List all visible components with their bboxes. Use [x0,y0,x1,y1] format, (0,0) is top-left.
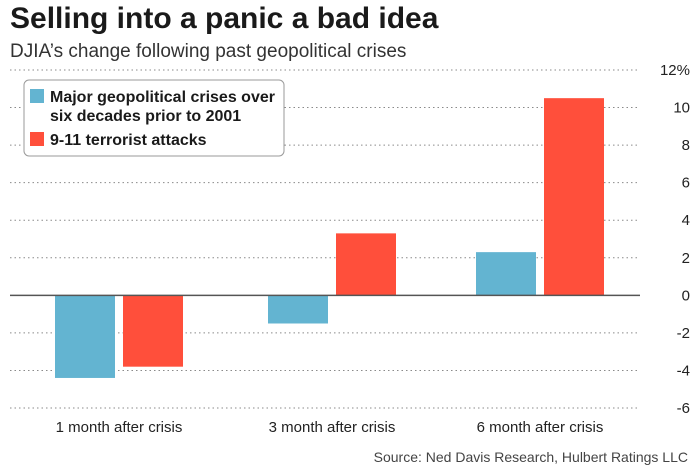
y-tick-label: -4 [677,362,690,379]
legend-label: 9-11 terrorist attacks [50,132,207,149]
bars [55,98,604,378]
y-tick-label: 8 [682,137,690,154]
legend-box [23,79,285,157]
legend-swatch [30,89,44,103]
y-tick-label: -6 [677,400,690,417]
bar [123,295,183,367]
y-tick-label: 0 [682,287,690,304]
bar [336,233,396,296]
category-label: 3 month after crisis [269,419,396,436]
legend-swatch [30,132,44,146]
source-note: Source: Ned Davis Research, Hulbert Rati… [373,449,688,465]
legend: Major geopolitical crises over six decade… [23,79,285,157]
y-tick-label: -2 [677,325,690,342]
y-tick-label: 6 [682,175,690,192]
bar [268,295,328,324]
y-tick-label: 10 [673,100,690,117]
y-tick-label: 2 [682,250,690,267]
y-axis-ticks: -6 -4 -2 0 2 4 6 8 10 12% [660,62,690,417]
category-label: 6 month after crisis [477,419,604,436]
x-axis-categories: 1 month after crisis 3 month after crisis… [56,419,604,436]
legend-label: Major geopolitical crises over [50,89,275,106]
bar [55,295,115,378]
y-tick-label: 12% [660,62,690,79]
bar [476,252,536,296]
bar [544,98,604,296]
category-label: 1 month after crisis [56,419,183,436]
legend-label: six decades prior to 2001 [50,108,241,125]
chart-subtitle: DJIA’s change following past geopolitica… [10,41,407,62]
chart-title: Selling into a panic a bad idea [10,2,439,35]
y-tick-label: 4 [682,212,690,229]
